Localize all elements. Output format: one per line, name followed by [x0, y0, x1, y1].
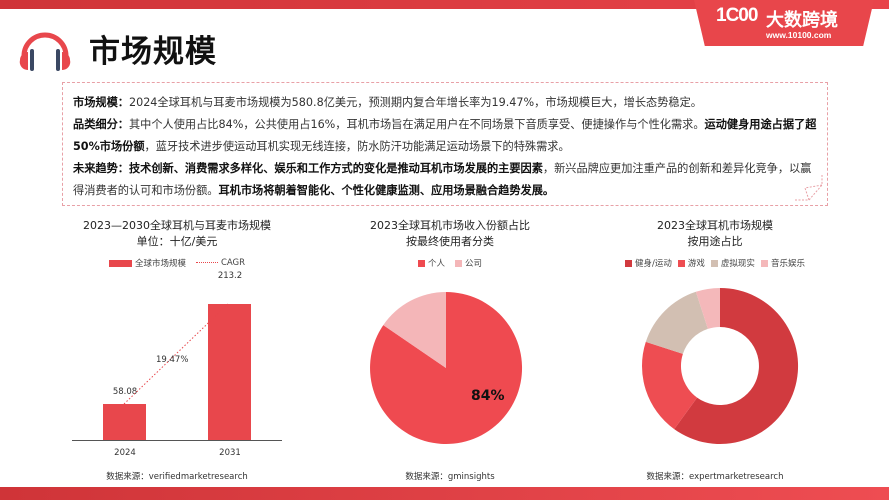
- legend-item-market-size: 全球市场规模: [108, 257, 186, 269]
- pie-slice-company[interactable]: [383, 292, 446, 368]
- legend-item-cagr: CAGR: [195, 258, 245, 268]
- bar-value-2024: 58.08: [112, 387, 138, 397]
- donut-chart-legend: 健身/运动 游戏 虚拟现实 音乐娱乐: [600, 257, 830, 269]
- market-size-label: 市场规模：: [73, 96, 129, 109]
- summary-market-size: 市场规模：2024全球耳机与耳麦市场规模为580.8亿美元，预测期内复合年增长率…: [73, 92, 817, 114]
- pie-chart-subtitle: 按最终使用者分类: [406, 235, 494, 248]
- cagr-line: [123, 303, 229, 405]
- legend-item-company: 公司: [455, 257, 482, 269]
- legend-swatch-bar: [108, 260, 132, 267]
- bar-chart-subtitle: 单位：十亿/美元: [136, 235, 218, 248]
- segments-text-1: 其中个人使用占比84%，公共使用占16%，耳机市场旨在满足用户在不同场景下音质享…: [128, 118, 705, 131]
- summary-trends: 未来趋势：技术创新、消费需求多样化、娱乐和工作方式的变化是推动耳机市场发展的主要…: [73, 158, 817, 202]
- x-tick-2024: 2024: [114, 448, 136, 458]
- pie-chart-header: 2023全球耳机市场收入份额占比 按最终使用者分类 个人 公司: [340, 218, 560, 269]
- logo-url: www.10100.com: [766, 30, 832, 40]
- donut-slice-music[interactable]: [695, 287, 720, 329]
- bar-value-2031: 213.2: [217, 271, 243, 281]
- segments-text-2: ，蓝牙技术进步使运动耳机实现无线连接，防水防汗功能满足运动场景下的特殊需求。: [144, 140, 570, 153]
- legend-item-personal: 个人: [417, 257, 445, 269]
- summary-box: 市场规模：2024全球耳机与耳麦市场规模为580.8亿美元，预测期内复合年增长率…: [62, 82, 828, 206]
- bar-chart-header: 2023—2030全球耳机与耳麦市场规模 单位：十亿/美元 全球市场规模 CAG…: [62, 218, 292, 269]
- trends-text-1: ，新兴品牌应更加注重产品的创新和差异化竞争，以赢得消费者的认可和市场份额。: [73, 162, 812, 197]
- x-axis: [72, 440, 282, 441]
- trends-bold-1: 技术创新、消费需求多样化、娱乐和工作方式的变化是推动耳机市场发展的主要因素: [128, 162, 543, 175]
- cagr-label: 19.47%: [156, 355, 189, 365]
- logo-name: 大数跨境: [766, 10, 838, 31]
- donut-chart-title: 2023全球耳机市场规模: [657, 219, 773, 232]
- bar-chart: 58.08 213.2 19.47% 2024 2031: [68, 271, 288, 470]
- donut-chart-header: 2023全球耳机市场规模 按用途占比 健身/运动 游戏 虚拟现实 音乐娱乐: [600, 218, 830, 269]
- pie-chart-title: 2023全球耳机市场收入份额占比: [370, 219, 530, 232]
- brand-logo[interactable]: 1C00 大数跨境 www.10100.com: [694, 0, 874, 46]
- donut-chart-source: 数据来源：expertmarketresearch: [646, 472, 784, 482]
- donut-slice-gaming[interactable]: [641, 341, 698, 430]
- pie-data-label: 84%: [471, 388, 505, 404]
- bottom-accent-bar: [0, 487, 889, 500]
- donut-chart: [641, 287, 799, 444]
- x-tick-2031: 2031: [219, 448, 241, 458]
- pie-slice-personal[interactable]: [370, 292, 523, 444]
- bar-chart-title: 2023—2030全球耳机与耳麦市场规模: [83, 219, 271, 232]
- top-accent-bar: [0, 0, 889, 9]
- legend-item-gaming: 游戏: [677, 257, 705, 269]
- segments-bold-1: 运动健身用途占据了超50%市场份额: [73, 118, 817, 153]
- bar-chart-source: 数据来源：verifiedmarketresearch: [106, 472, 248, 482]
- donut-chart-subtitle: 按用途占比: [687, 235, 743, 248]
- legend-item-vr: 虚拟现实: [710, 257, 755, 269]
- pie-chart-source: 数据来源：gminsights: [405, 472, 495, 482]
- pie-chart-legend: 个人 公司: [340, 257, 560, 269]
- bar-2031[interactable]: [208, 304, 251, 440]
- donut-slice-vr[interactable]: [645, 291, 708, 354]
- bar-chart-legend: 全球市场规模 CAGR: [62, 257, 292, 269]
- bar-2024[interactable]: [103, 404, 146, 440]
- headphones-icon: [19, 32, 71, 71]
- legend-item-music: 音乐娱乐: [760, 257, 805, 269]
- trends-label: 未来趋势：: [73, 162, 129, 175]
- logo-mark: 1C00: [716, 5, 758, 26]
- page-fold-icon: [795, 175, 823, 201]
- donut-slice-fitness[interactable]: [674, 287, 799, 444]
- pie-chart: [370, 292, 523, 444]
- trends-bold-2: 耳机市场将朝着智能化、个性化健康监测、应用场景融合趋势发展。: [218, 184, 555, 197]
- legend-item-fitness: 健身/运动: [625, 257, 672, 269]
- summary-segments: 品类细分：其中个人使用占比84%，公共使用占16%，耳机市场旨在满足用户在不同场…: [73, 114, 817, 158]
- page-title: 市场规模: [89, 34, 217, 70]
- market-size-text: 2024全球耳机与耳麦市场规模为580.8亿美元，预测期内复合年增长率为19.4…: [128, 96, 702, 109]
- segments-label: 品类细分：: [73, 118, 129, 131]
- legend-swatch-line: [195, 262, 218, 263]
